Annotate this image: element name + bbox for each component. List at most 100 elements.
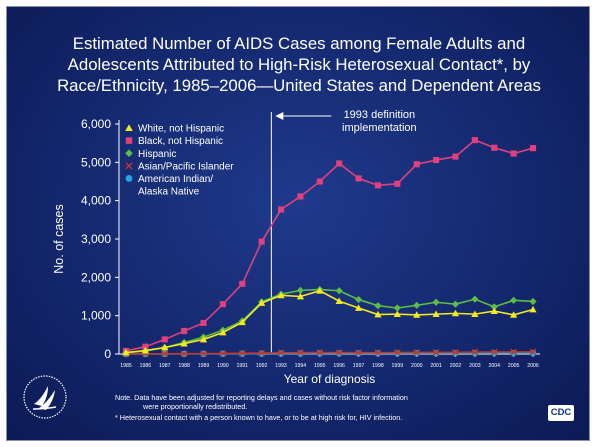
legend-marker-white-not-hispanic (125, 124, 133, 132)
x-tick-label: 1996 (333, 363, 345, 369)
data-point-asian-pacific-islander-stroke (219, 350, 227, 357)
data-point-asian-pacific-islander (161, 350, 169, 358)
data-point-asian-pacific-islander-stroke (490, 348, 498, 356)
title-line-3: Race/Ethnicity, 1985–2006—United States … (57, 76, 541, 95)
data-point-white-not-hispanic (510, 311, 518, 318)
data-point-asian-pacific-islander-stroke (238, 349, 246, 357)
data-point-asian-pacific-islander (393, 349, 401, 356)
x-tick-label: 2003 (469, 363, 481, 369)
data-point-white-not-hispanic (451, 309, 460, 317)
data-point-asian-pacific-islander-stroke (413, 349, 421, 356)
data-point-asian-pacific-islander (200, 350, 207, 357)
series-line-asian-pacific-islander (125, 351, 534, 355)
legend-marker-black-not-hispanic (125, 137, 133, 144)
data-point-white-not-hispanic (413, 311, 421, 318)
data-point-black-not-hispanic (510, 150, 517, 157)
data-point-asian-pacific-islander (316, 349, 324, 356)
data-point-white-not-hispanic (258, 299, 266, 306)
footer-asterisk-note: * Heterosexual contact with a person kno… (115, 413, 403, 422)
series-line-black-not-hispanic (125, 139, 534, 352)
data-point-american-indian-alaska-native (529, 349, 537, 357)
data-point-hispanic (451, 300, 460, 308)
data-point-asian-pacific-islander-stroke (297, 349, 304, 357)
data-point-asian-pacific-islander-stroke (258, 349, 266, 357)
data-point-black-not-hispanic (336, 160, 343, 167)
y-tick-label: 3,000 (81, 232, 111, 246)
data-point-white-not-hispanic (529, 305, 537, 313)
x-tick-label: 1990 (217, 363, 229, 369)
y-tick-label: 6,000 (81, 117, 111, 131)
data-point-asian-pacific-islander-stroke (277, 349, 285, 357)
hhs-eagle-logo-icon (23, 375, 67, 419)
data-point-black-not-hispanic (471, 137, 478, 144)
data-point-white-not-hispanic (490, 307, 498, 314)
cdc-logo-icon: CDC (548, 405, 574, 421)
data-point-hispanic (529, 297, 537, 306)
series-black-not-hispanic (122, 137, 537, 354)
x-tick-label: 2004 (488, 363, 500, 369)
data-point-hispanic (432, 298, 440, 306)
data-point-hispanic (335, 287, 343, 295)
data-point-white-not-hispanic (393, 310, 401, 318)
data-point-asian-pacific-islander-stroke (393, 349, 401, 356)
data-point-white-not-hispanic (161, 343, 169, 351)
legend-marker-asian-pacific-islander (125, 162, 133, 170)
data-point-asian-pacific-islander-stroke (161, 350, 169, 358)
data-point-white-not-hispanic (471, 310, 479, 318)
title-line-1: Estimated Number of AIDS Cases among Fem… (72, 34, 526, 53)
data-point-hispanic (393, 304, 401, 312)
x-tick-label: 2000 (411, 363, 423, 369)
annotation-text-line: 1993 definition (344, 109, 416, 121)
x-axis-title: Year of diagnosis (284, 372, 376, 386)
data-point-white-not-hispanic (354, 304, 363, 311)
legend-label-black-not-hispanic: Black, not Hispanic (138, 136, 223, 147)
data-point-white-not-hispanic (296, 292, 305, 300)
data-point-asian-pacific-islander-stroke (471, 348, 479, 356)
series-white-not-hispanic (122, 287, 537, 356)
slide-frame: Estimated Number of AIDS Cases among Fem… (6, 6, 590, 441)
data-point-asian-pacific-islander-stroke (374, 349, 382, 357)
x-tick-label: 2005 (508, 363, 520, 369)
data-point-white-not-hispanic (277, 291, 285, 299)
data-point-hispanic (374, 302, 382, 310)
data-point-asian-pacific-islander (413, 349, 421, 356)
x-tick-label: 2001 (430, 363, 442, 369)
data-point-asian-pacific-islander (180, 350, 188, 358)
x-tick-label: 1999 (392, 363, 404, 369)
data-point-asian-pacific-islander (355, 349, 362, 357)
data-point-asian-pacific-islander-stroke (432, 349, 440, 356)
x-tick-label: 1989 (198, 363, 210, 369)
data-point-asian-pacific-islander-stroke (510, 348, 517, 356)
data-point-hispanic (296, 286, 305, 294)
data-point-asian-pacific-islander (529, 348, 537, 356)
data-point-black-not-hispanic (277, 206, 285, 213)
data-point-white-not-hispanic (316, 287, 324, 294)
data-point-black-not-hispanic (394, 180, 401, 187)
data-point-asian-pacific-islander-stroke (335, 349, 343, 356)
x-tick-label: 1985 (120, 363, 132, 369)
data-point-black-not-hispanic (413, 161, 420, 168)
data-point-black-not-hispanic (452, 153, 459, 160)
data-point-white-not-hispanic (335, 297, 343, 304)
x-tick-label: 2002 (450, 363, 462, 369)
data-point-white-not-hispanic (180, 340, 188, 347)
data-point-white-not-hispanic (219, 328, 227, 336)
data-point-asian-pacific-islander (335, 349, 343, 356)
x-tick-label: 1997 (353, 363, 365, 369)
x-tick-label: 1987 (159, 363, 171, 369)
footer-note: Note. Data have been adjusted for report… (115, 393, 535, 411)
x-tick-label: 2006 (527, 363, 539, 369)
data-point-black-not-hispanic (491, 144, 498, 151)
data-point-asian-pacific-islander-stroke (529, 348, 537, 356)
data-point-asian-pacific-islander (238, 349, 246, 357)
annotation-arrow-head (275, 112, 284, 120)
data-point-american-indian-alaska-native (471, 349, 479, 357)
legend-label-american-indian-alaska-native: American Indian/ (138, 174, 213, 185)
data-point-white-not-hispanic (141, 346, 149, 354)
y-tick-label: 5,000 (81, 155, 111, 169)
data-point-asian-pacific-islander (277, 349, 285, 357)
data-point-black-not-hispanic (142, 343, 149, 350)
data-point-asian-pacific-islander-stroke (180, 350, 188, 358)
x-tick-label: 1992 (256, 363, 268, 369)
data-point-black-not-hispanic (374, 182, 382, 189)
